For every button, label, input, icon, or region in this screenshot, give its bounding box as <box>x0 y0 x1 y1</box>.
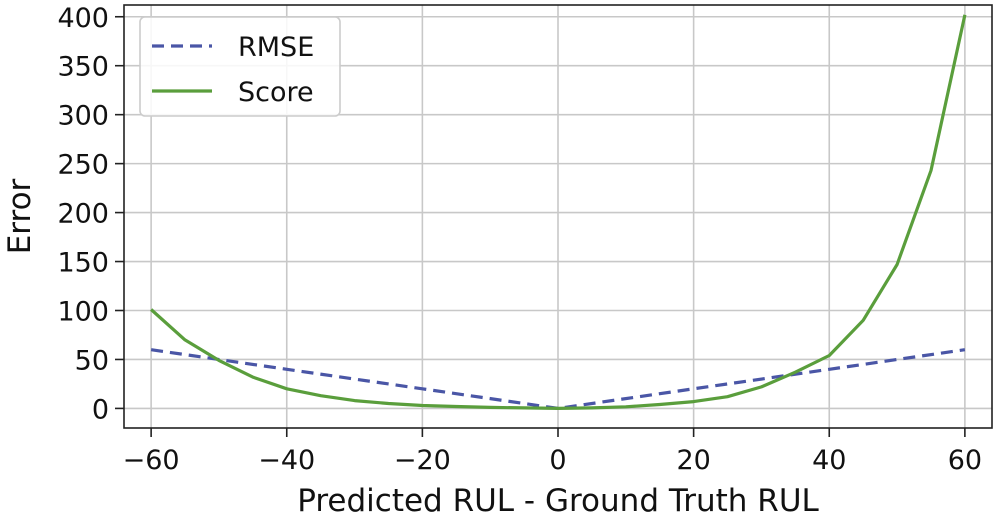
y-tick-label: 200 <box>57 199 109 230</box>
ticks: −60 −40 −20 0 20 40 60 0 50 100 150 200 250 300 350 400 <box>57 3 982 476</box>
x-axis-label: Predicted RUL - Ground Truth RUL <box>297 483 819 519</box>
y-tick-label: 0 <box>92 394 109 425</box>
series-layer <box>150 14 967 410</box>
grid <box>124 5 992 428</box>
series-score-line <box>150 14 967 410</box>
y-tick-label: 300 <box>57 101 109 132</box>
x-tick-label: 0 <box>549 445 566 476</box>
legend-label-rmse: RMSE <box>238 32 314 63</box>
x-tick-label: −40 <box>258 445 315 476</box>
y-tick-label: 150 <box>57 248 109 279</box>
x-tick-label: −20 <box>394 445 451 476</box>
series-rmse-line <box>150 348 966 410</box>
legend-label-score: Score <box>238 77 314 108</box>
y-tick-label: 250 <box>57 150 109 181</box>
y-tick-label: 50 <box>75 345 109 376</box>
legend: RMSE Score <box>139 16 341 117</box>
y-tick-label: 350 <box>57 52 109 83</box>
x-tick-label: 40 <box>812 445 846 476</box>
x-tick-label: 20 <box>676 445 710 476</box>
y-axis-label: Error <box>2 178 38 254</box>
x-tick-label: 60 <box>948 445 982 476</box>
y-tick-label: 100 <box>57 297 109 328</box>
x-tick-label: −60 <box>123 445 180 476</box>
y-tick-label: 400 <box>57 3 109 34</box>
